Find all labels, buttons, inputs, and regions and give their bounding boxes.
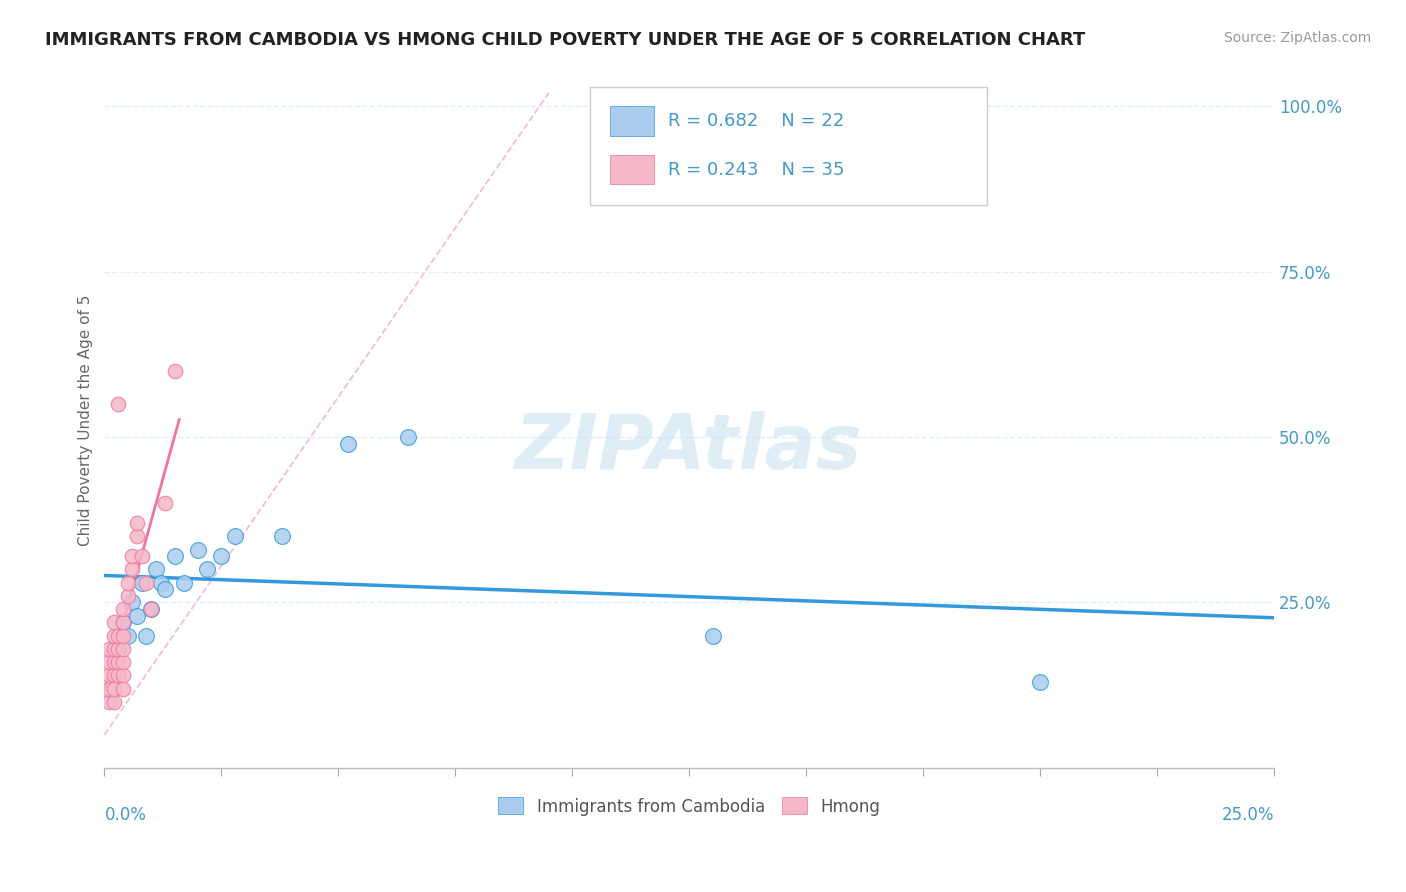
Point <box>131 549 153 563</box>
Point <box>107 629 129 643</box>
Point <box>98 668 121 682</box>
Point <box>149 575 172 590</box>
Point <box>398 430 420 444</box>
Point <box>121 595 143 609</box>
Point <box>103 641 125 656</box>
Point <box>271 529 294 543</box>
Point <box>112 602 135 616</box>
Point <box>107 397 129 411</box>
Point <box>153 496 176 510</box>
Point <box>145 562 167 576</box>
Point <box>112 615 135 630</box>
Point <box>224 529 246 543</box>
Point <box>135 629 157 643</box>
Text: R = 0.682    N = 22: R = 0.682 N = 22 <box>668 112 845 130</box>
Text: R = 0.243    N = 35: R = 0.243 N = 35 <box>668 161 845 178</box>
Point <box>702 629 724 643</box>
Point <box>117 629 139 643</box>
Point <box>127 516 149 530</box>
Point <box>112 615 135 630</box>
Point <box>195 562 218 576</box>
Point <box>107 668 129 682</box>
Point <box>112 629 135 643</box>
Text: IMMIGRANTS FROM CAMBODIA VS HMONG CHILD POVERTY UNDER THE AGE OF 5 CORRELATION C: IMMIGRANTS FROM CAMBODIA VS HMONG CHILD … <box>45 31 1085 49</box>
FancyBboxPatch shape <box>589 87 987 205</box>
Point <box>98 655 121 669</box>
Point <box>173 575 195 590</box>
Point <box>127 529 149 543</box>
Point <box>107 641 129 656</box>
Point <box>121 562 143 576</box>
Point <box>153 582 176 597</box>
Point <box>141 602 163 616</box>
Point <box>127 608 149 623</box>
Point <box>103 668 125 682</box>
Point <box>98 695 121 709</box>
Point <box>131 575 153 590</box>
FancyBboxPatch shape <box>610 155 654 184</box>
Point <box>103 655 125 669</box>
Point <box>141 602 163 616</box>
Text: ZIPAtlas: ZIPAtlas <box>516 411 863 485</box>
Point <box>103 629 125 643</box>
FancyBboxPatch shape <box>610 106 654 136</box>
Point <box>336 436 359 450</box>
Point <box>117 589 139 603</box>
Text: 0.0%: 0.0% <box>104 806 146 824</box>
Point <box>163 364 186 378</box>
Point <box>117 575 139 590</box>
Point <box>103 681 125 696</box>
Point <box>135 575 157 590</box>
Text: 25.0%: 25.0% <box>1222 806 1274 824</box>
Point <box>112 681 135 696</box>
Point <box>98 681 121 696</box>
Point <box>112 668 135 682</box>
Point <box>121 549 143 563</box>
Y-axis label: Child Poverty Under the Age of 5: Child Poverty Under the Age of 5 <box>79 294 93 546</box>
Point <box>107 655 129 669</box>
Point <box>163 549 186 563</box>
Point <box>1029 674 1052 689</box>
Point <box>187 542 209 557</box>
Point <box>107 641 129 656</box>
Point <box>112 655 135 669</box>
Point <box>98 641 121 656</box>
Point <box>103 695 125 709</box>
Point <box>112 641 135 656</box>
Text: Source: ZipAtlas.com: Source: ZipAtlas.com <box>1223 31 1371 45</box>
Legend: Immigrants from Cambodia, Hmong: Immigrants from Cambodia, Hmong <box>492 790 887 822</box>
Point <box>103 615 125 630</box>
Point <box>209 549 232 563</box>
